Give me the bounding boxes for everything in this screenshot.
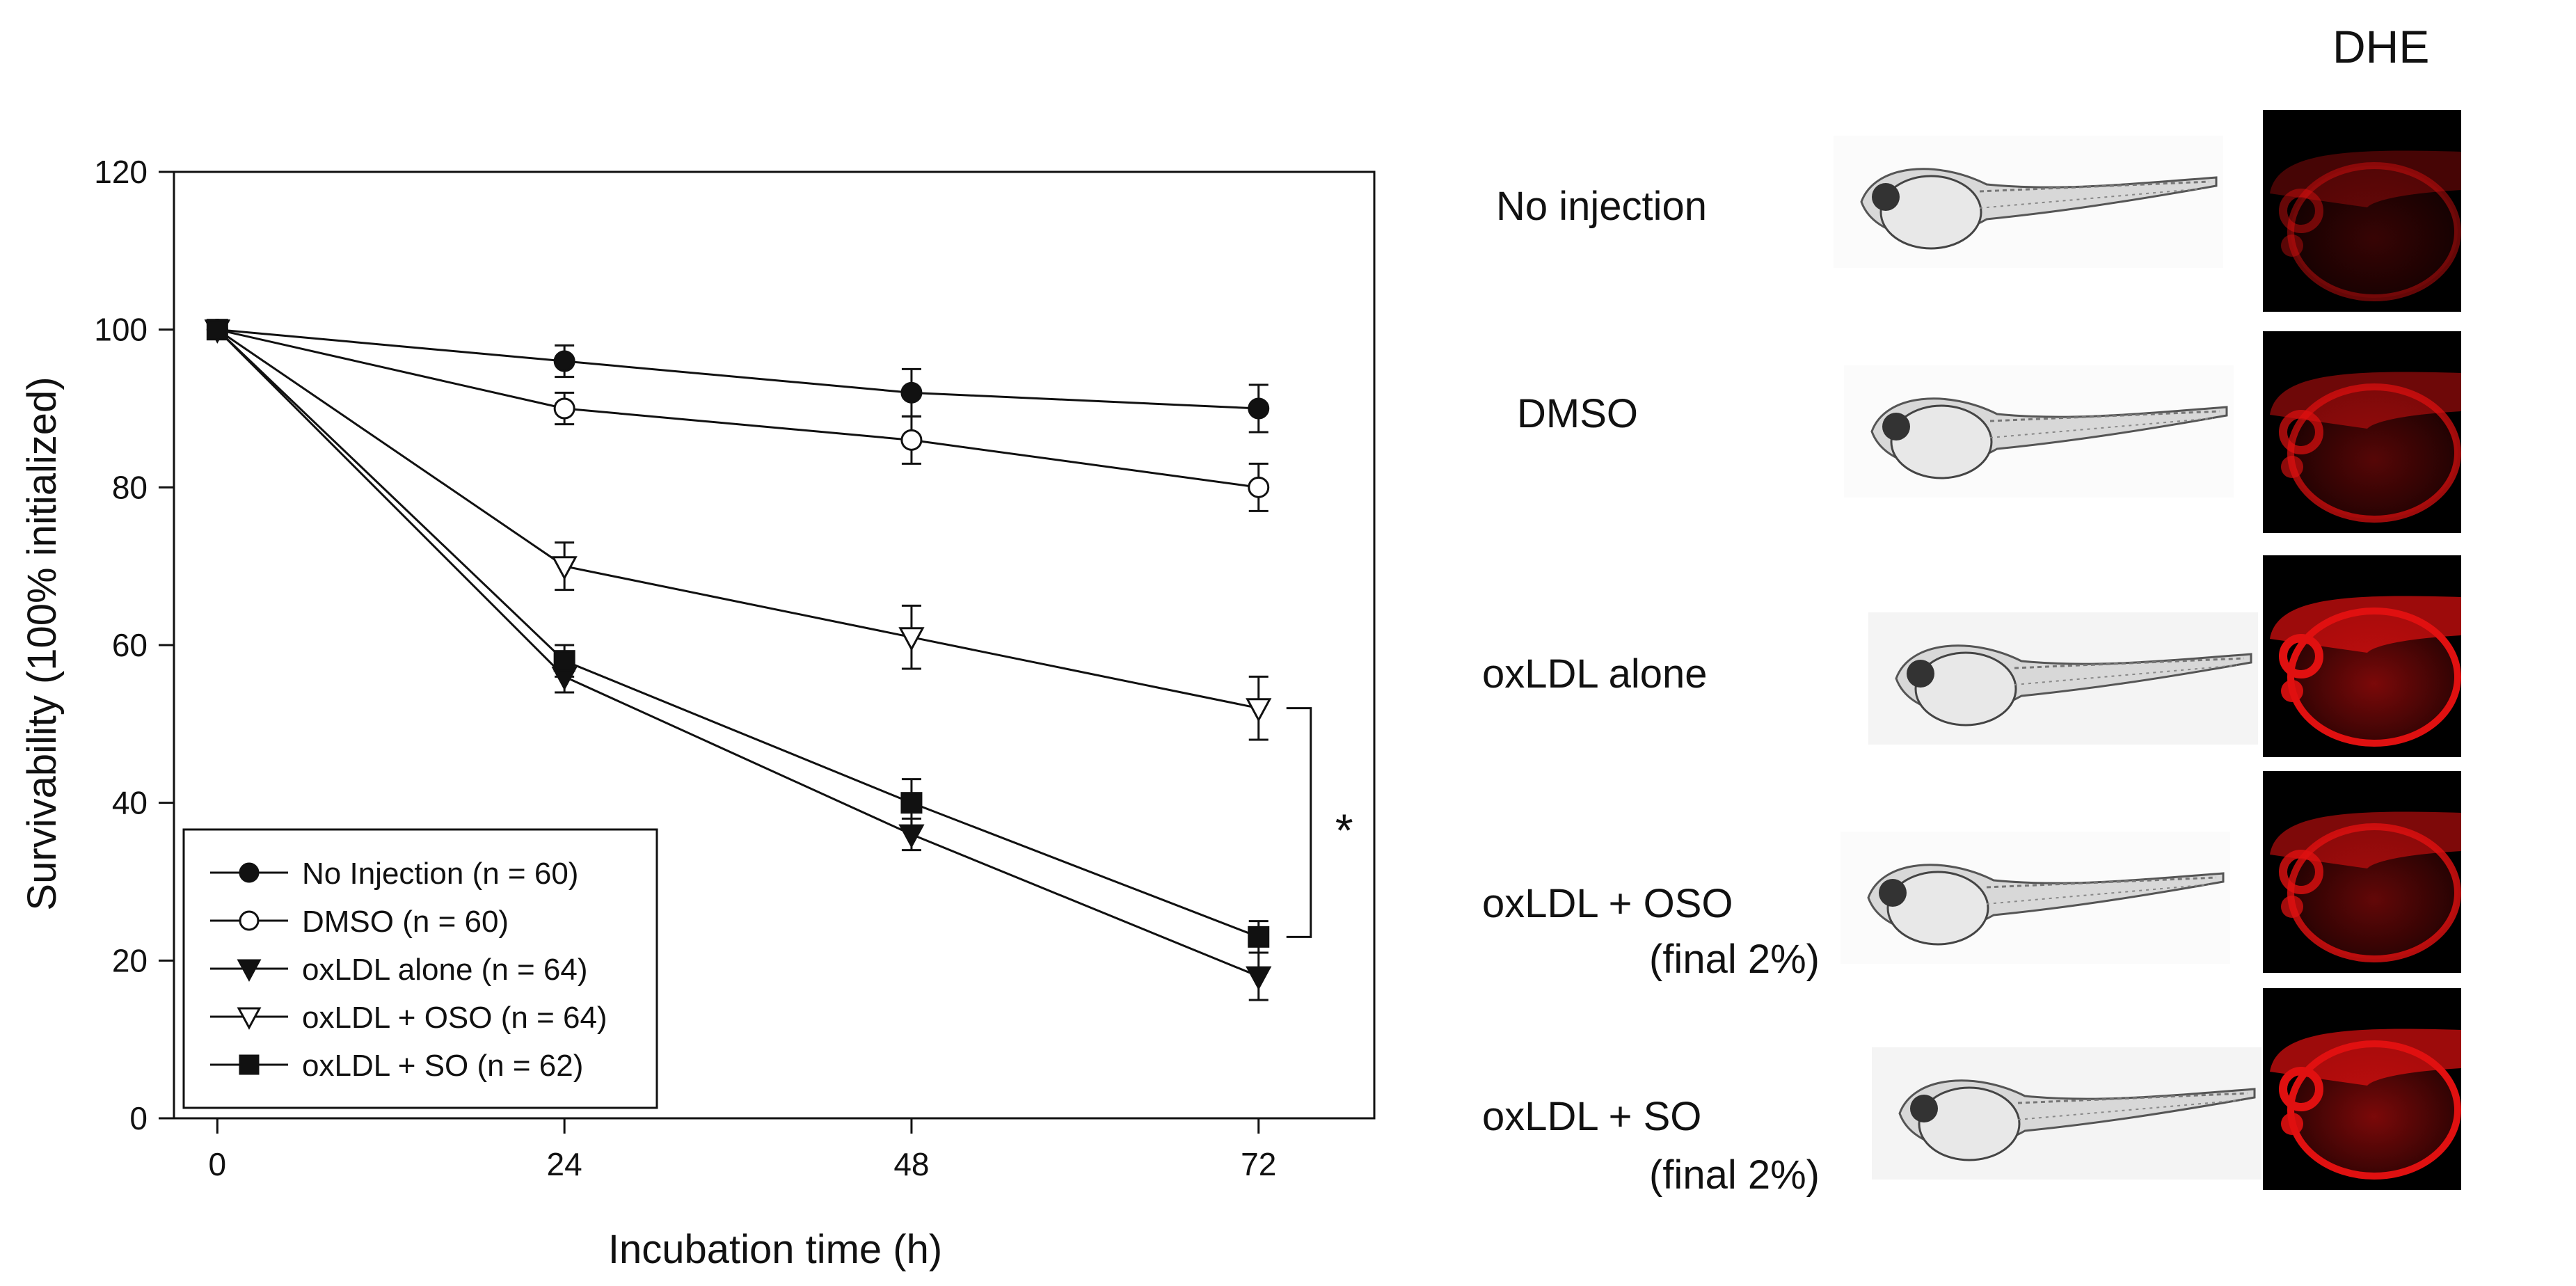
data-point bbox=[239, 1054, 260, 1075]
y-axis-label: Survivability (100% initialized) bbox=[19, 376, 65, 910]
row-label-dmso: DMSO bbox=[1517, 391, 1638, 436]
x-tick-label: 72 bbox=[1241, 1146, 1276, 1182]
significance-star: * bbox=[1335, 804, 1353, 856]
data-point bbox=[1246, 966, 1272, 991]
series-line bbox=[216, 328, 1259, 978]
y-tick-label: 80 bbox=[112, 469, 148, 505]
brightfield-embryo-image bbox=[1840, 832, 2230, 964]
data-point bbox=[898, 627, 925, 651]
data-point bbox=[1248, 476, 1270, 498]
brightfield-embryo-image bbox=[1844, 365, 2234, 498]
row-label-oxldl-oso: oxLDL + OSO bbox=[1482, 881, 1733, 926]
significance-annotation: * bbox=[1286, 707, 1353, 938]
data-point bbox=[237, 959, 262, 982]
series-line bbox=[216, 328, 1259, 938]
legend-label: oxLDL + SO (n = 62) bbox=[302, 1049, 583, 1083]
y-tick-label: 20 bbox=[112, 942, 148, 978]
legend-label: oxLDL + OSO (n = 64) bbox=[302, 1001, 607, 1035]
data-point bbox=[900, 792, 923, 814]
x-tick-label: 0 bbox=[209, 1146, 227, 1182]
y-tick-label: 0 bbox=[129, 1100, 148, 1136]
y-tick-label: 60 bbox=[112, 627, 148, 663]
data-point bbox=[239, 910, 260, 931]
legend: No Injection (n = 60) DMSO (n = 60) oxLDL … bbox=[182, 828, 658, 1109]
y-tick-label: 40 bbox=[112, 785, 148, 821]
legend-label: DMSO (n = 60) bbox=[302, 905, 509, 939]
row-label-no-injection: No injection bbox=[1496, 184, 1708, 229]
row-sub-oxldl-oso: (final 2%) bbox=[1649, 937, 1820, 982]
brightfield-embryo-image bbox=[1834, 136, 2223, 268]
row-label-oxldl-alone: oxLDL alone bbox=[1482, 651, 1708, 697]
data-point bbox=[553, 650, 575, 672]
legend-label: No Injection (n = 60) bbox=[302, 857, 578, 891]
data-point bbox=[900, 429, 923, 451]
series-markers bbox=[204, 319, 1272, 991]
data-point bbox=[551, 556, 578, 580]
data-point bbox=[1248, 926, 1270, 948]
significance-bracket bbox=[1286, 707, 1312, 938]
series-line bbox=[217, 328, 1259, 489]
data-point bbox=[553, 350, 575, 372]
data-point bbox=[553, 397, 575, 420]
series-line bbox=[216, 328, 1259, 710]
series-lines bbox=[216, 328, 1259, 978]
row-sub-oxldl-so: (final 2%) bbox=[1649, 1152, 1820, 1198]
brightfield-embryo-image bbox=[1872, 1047, 2261, 1180]
data-point bbox=[1248, 397, 1270, 420]
data-point bbox=[239, 862, 260, 883]
data-point bbox=[1246, 698, 1272, 722]
dhe-column-title: DHE bbox=[2332, 21, 2430, 72]
data-point bbox=[900, 381, 923, 404]
row-label-oxldl-so: oxLDL + SO bbox=[1482, 1094, 1702, 1139]
chart-axes: 0 20 40 60 80 100 120 0 24 48 72 bbox=[94, 154, 1376, 1182]
data-point bbox=[206, 319, 228, 341]
x-tick-label: 24 bbox=[547, 1146, 582, 1182]
dhe-fluorescence-image bbox=[2263, 110, 2461, 312]
dhe-fluorescence-image bbox=[2263, 771, 2461, 973]
legend-label: oxLDL alone (n = 64) bbox=[302, 953, 588, 987]
y-tick-label: 100 bbox=[94, 312, 148, 348]
data-point bbox=[898, 824, 925, 849]
y-tick-label: 120 bbox=[94, 154, 148, 190]
brightfield-embryo-image bbox=[1868, 612, 2258, 745]
series-line bbox=[217, 328, 1259, 410]
data-point bbox=[237, 1007, 262, 1030]
dhe-fluorescence-image bbox=[2263, 331, 2461, 533]
dhe-fluorescence-image bbox=[2263, 988, 2461, 1190]
survival-chart: 0 20 40 60 80 100 120 0 24 48 72 * No Injection (n… bbox=[19, 154, 1376, 1272]
x-tick-label: 48 bbox=[893, 1146, 929, 1182]
x-axis-label: Incubation time (h) bbox=[608, 1227, 942, 1272]
dhe-fluorescence-image bbox=[2263, 555, 2461, 757]
